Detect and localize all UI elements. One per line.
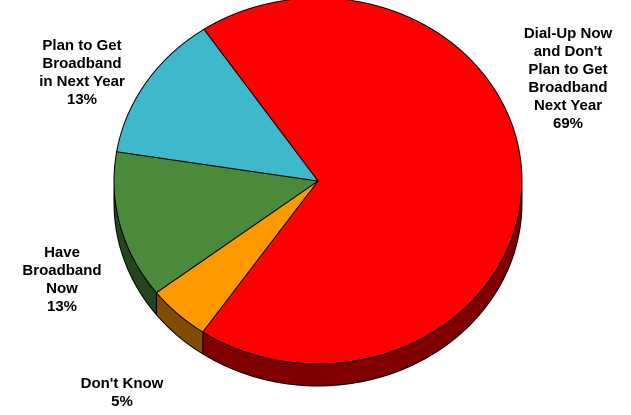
pie-slice-3: [113, 151, 320, 294]
slice-label-line: Broadband: [528, 79, 607, 96]
slice-label-line: Next Year: [534, 97, 602, 114]
slice-label-line: Have: [44, 244, 80, 261]
slice-label-line: in Next Year: [39, 73, 125, 90]
slice-label-1: Dial-Up Now and Don't Plan to Get Broadband…: [524, 25, 613, 132]
slice-label-line: Dial-Up Now: [524, 25, 613, 42]
pie-slices: [113, 0, 523, 365]
slice-label-4: Plan to Get Broadband in Next Year 13%: [39, 37, 125, 108]
slice-label-line: Broadband: [22, 262, 101, 279]
pie-slice-1: [202, 0, 523, 365]
slice-label-3: Have Broadband Now 13%: [22, 244, 101, 315]
slice-label-line: Plan to Get: [528, 61, 607, 78]
slice-label-line: Plan to Get: [42, 37, 121, 54]
slice-label-line: Don't Know: [81, 375, 164, 392]
pie-slice-4: [116, 28, 320, 182]
slice-label-line: Now: [46, 280, 78, 297]
slice-label-line: 13%: [47, 298, 77, 315]
pie-labels: Dial-Up Now and Don't Plan to Get Broadband…: [22, 25, 612, 410]
slice-label-line: Broadband: [42, 55, 121, 72]
slice-label-line: and Don't: [534, 43, 603, 60]
slice-label-2: Don't Know 5%: [81, 375, 164, 410]
slice-label-line: 69%: [553, 115, 583, 132]
slice-label-line: 13%: [67, 91, 97, 108]
slice-label-line: 5%: [111, 393, 133, 410]
